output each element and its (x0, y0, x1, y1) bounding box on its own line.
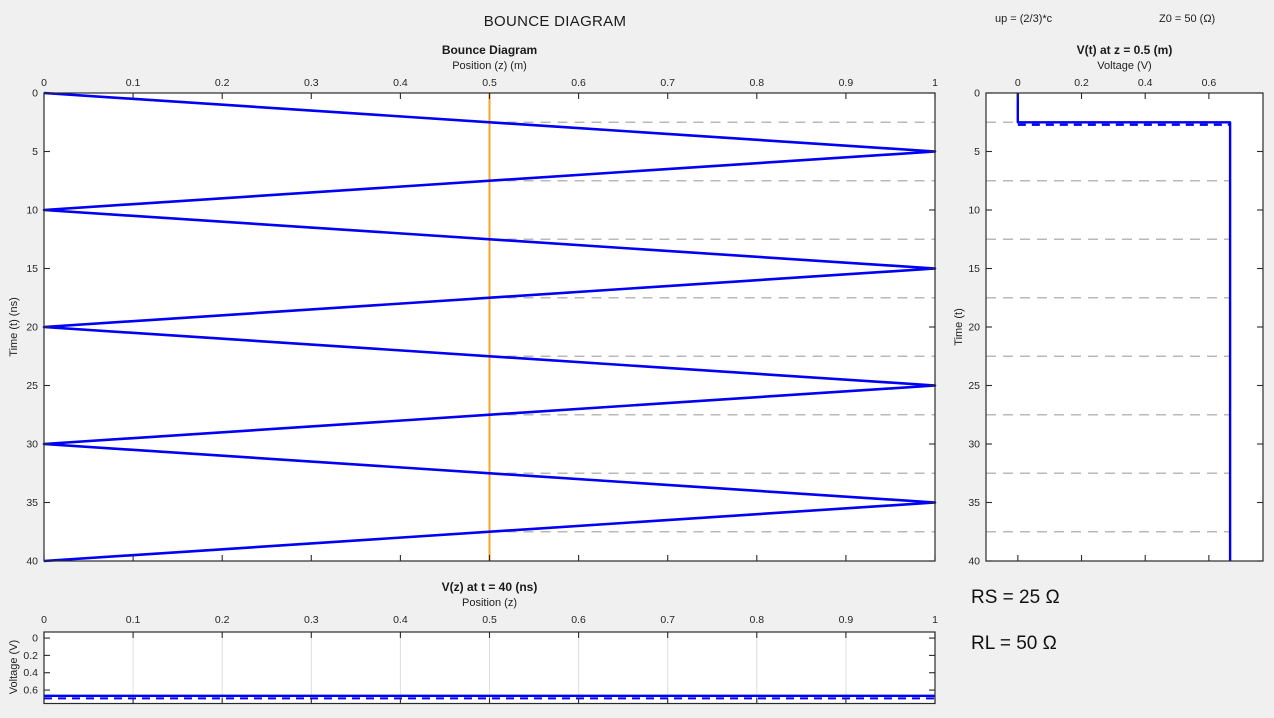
voltage_vs_position-x-tick-label: 0.9 (839, 614, 854, 626)
bounce-plot-title: Bounce Diagram (441, 43, 538, 57)
bounce_diagram-y-tick-label: 0 (32, 88, 38, 100)
vt-step-trace (1016, 93, 1232, 561)
bounce_diagram-y-tick-label: 25 (26, 380, 38, 392)
bounce_diagram-y-tick-label: 10 (26, 205, 38, 217)
bounce_diagram-x-tick-label: 0.2 (215, 77, 230, 89)
voltage_vs_position-x-tick-label: 0.5 (482, 614, 497, 626)
bounce_diagram-y-tick-label: 5 (32, 146, 38, 158)
bounce_diagram-y-tick-label: 20 (26, 322, 38, 334)
voltage_vs_position-y-tick-label: 0.2 (23, 650, 38, 662)
vt-plot-xlabel: Voltage (V) (1097, 60, 1152, 72)
voltage_vs_position-x-tick-label: 0 (41, 614, 47, 626)
bounce_diagram-x-tick-label: 0 (41, 77, 47, 89)
voltage_vs_position-x-tick-label: 0.7 (660, 614, 675, 626)
bounce_diagram-x-tick-label: 0.8 (749, 77, 764, 89)
voltage_vs_time-y-tick-label: 35 (968, 497, 980, 509)
vz-plot-title: V(z) at t = 40 (ns) (441, 580, 538, 594)
voltage_vs_time-y-tick-label: 25 (968, 380, 980, 392)
bounce_diagram-y-tick-label: 40 (26, 556, 38, 568)
voltage_vs_position-x-tick-label: 0.4 (393, 614, 408, 626)
voltage_vs_time-y-tick-label: 20 (968, 322, 980, 334)
voltage_vs_time-y-tick-label: 15 (968, 263, 980, 275)
characteristic-impedance-label: Z0 = 50 (Ω) (1159, 13, 1216, 25)
voltage_vs_position-x-tick-label: 0.1 (126, 614, 141, 626)
voltage_vs_position-x-tick-label: 0.8 (749, 614, 764, 626)
voltage_vs_time-y-tick-label: 0 (974, 88, 980, 100)
voltage_vs_time-plot-area (986, 93, 1263, 561)
vz-plot-xlabel: Position (z) (461, 597, 518, 609)
bounce_diagram-x-tick-label: 0.1 (126, 77, 141, 89)
bounce_diagram-x-tick-label: 0.7 (660, 77, 675, 89)
voltage_vs_time-y-tick-label: 10 (968, 205, 980, 217)
voltage_vs_time-x-tick-label: 0.2 (1074, 77, 1089, 89)
voltage_vs_time-y-tick-label: 30 (968, 439, 980, 451)
vt-plot-title: V(t) at z = 0.5 (m) (1076, 43, 1173, 57)
propagation-velocity-label: up = (2/3)*c (995, 13, 1053, 25)
voltage_vs_time-x-tick-label: 0.4 (1138, 77, 1153, 89)
voltage_vs_position-y-tick-label: 0 (32, 633, 38, 645)
bounce_diagram-x-tick-label: 0.4 (393, 77, 408, 89)
voltage_vs_time-y-tick-label: 40 (968, 556, 980, 568)
load-resistance-label: RL = 50 Ω (971, 633, 1057, 654)
bounce_diagram-y-tick-label: 30 (26, 439, 38, 451)
voltage_vs_time-x-tick-label: 0 (1015, 77, 1021, 89)
voltage_vs_position-y-tick-label: 0.6 (23, 685, 38, 697)
bounce_diagram-x-tick-label: 0.9 (839, 77, 854, 89)
voltage_vs_position-x-tick-label: 1 (932, 614, 938, 626)
voltage_vs_position-y-tick-label: 0.4 (23, 667, 38, 679)
bounce_diagram-y-tick-label: 15 (26, 263, 38, 275)
source-resistance-label: RS = 25 Ω (971, 587, 1060, 608)
voltage_vs_position-x-tick-label: 0.3 (304, 614, 319, 626)
bounce_diagram-x-tick-label: 0.6 (571, 77, 586, 89)
figure-title: BOUNCE DIAGRAM (483, 13, 627, 30)
bounce_diagram-x-tick-label: 1 (932, 77, 938, 89)
bounce-plot-xlabel: Position (z) (m) (452, 60, 527, 72)
bounce_diagram-x-tick-label: 0.5 (482, 77, 497, 89)
bounce_diagram-y-tick-label: 35 (26, 497, 38, 509)
voltage_vs_time-y-tick-label: 5 (974, 146, 980, 158)
voltage_vs_position-x-tick-label: 0.2 (215, 614, 230, 626)
bounce_diagram-x-tick-label: 0.3 (304, 77, 319, 89)
voltage_vs_time-x-tick-label: 0.6 (1202, 77, 1217, 89)
voltage_vs_position-x-tick-label: 0.6 (571, 614, 586, 626)
